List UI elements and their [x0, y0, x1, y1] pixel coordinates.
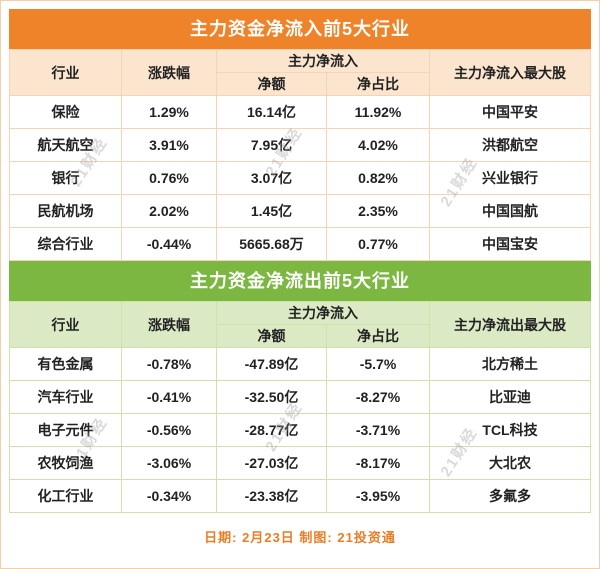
cell-net-ratio: -3.71%: [326, 413, 430, 447]
footer-caption: 日期: 2月23日 制图: 21投资通: [204, 529, 396, 545]
cell-net-ratio: 2.35%: [326, 194, 430, 228]
table-row: 综合行业 -0.44% 5665.68万 0.77% 中国宝安: [9, 227, 591, 261]
outflow-col-net-amount: 净额: [216, 324, 327, 348]
outflow-col-industry: 行业: [9, 301, 122, 348]
inflow-col-top-stock: 主力净流入最大股: [429, 49, 591, 96]
cell-change: -0.78%: [121, 347, 217, 381]
cell-top-stock: 中国平安: [429, 95, 591, 129]
cell-top-stock: 中国国航: [429, 194, 591, 228]
cell-net-ratio: 0.77%: [326, 227, 430, 261]
cell-change: -0.41%: [121, 380, 217, 414]
cell-change: -0.34%: [121, 479, 217, 513]
cell-change: -0.44%: [121, 227, 217, 261]
cell-net-amount: -27.03亿: [216, 446, 327, 480]
cell-top-stock: 大北农: [429, 446, 591, 480]
table-row: 化工行业 -0.34% -23.38亿 -3.95% 多氟多: [9, 479, 591, 513]
cell-net-ratio: 11.92%: [326, 95, 430, 129]
cell-net-ratio: -8.27%: [326, 380, 430, 414]
cell-top-stock: TCL科技: [429, 413, 591, 447]
cell-top-stock: 洪都航空: [429, 128, 591, 162]
outflow-title-bar: 主力资金净流出前5大行业: [9, 261, 591, 301]
cell-top-stock: 中国宝安: [429, 227, 591, 261]
inflow-table-header: 行业 涨跌幅 主力净流入 主力净流入最大股 净额 净占比: [9, 49, 591, 96]
outflow-table: 行业 涨跌幅 主力净流入 主力净流出最大股 净额 净占比 有色金属 -0.78%…: [9, 301, 591, 513]
cell-net-ratio: 4.02%: [326, 128, 430, 162]
table-row: 汽车行业 -0.41% -32.50亿 -8.27% 比亚迪: [9, 380, 591, 414]
cell-net-amount: 1.45亿: [216, 194, 327, 228]
cell-change: 2.02%: [121, 194, 217, 228]
cell-change: -3.06%: [121, 446, 217, 480]
outflow-title: 主力资金净流出前5大行业: [189, 271, 410, 291]
cell-industry: 综合行业: [9, 227, 122, 261]
inflow-col-group: 主力净流入: [216, 49, 430, 73]
outflow-col-change: 涨跌幅: [121, 301, 217, 348]
cell-change: -0.56%: [121, 413, 217, 447]
cell-top-stock: 比亚迪: [429, 380, 591, 414]
cell-net-amount: -28.77亿: [216, 413, 327, 447]
outflow-col-net-ratio: 净占比: [326, 324, 430, 348]
cell-industry: 航天航空: [9, 128, 122, 162]
inflow-col-change: 涨跌幅: [121, 49, 217, 96]
table-row: 有色金属 -0.78% -47.89亿 -5.7% 北方稀土: [9, 347, 591, 381]
table-row: 银行 0.76% 3.07亿 0.82% 兴业银行: [9, 161, 591, 195]
inflow-col-net-ratio: 净占比: [326, 72, 430, 96]
outflow-table-header: 行业 涨跌幅 主力净流入 主力净流出最大股 净额 净占比: [9, 301, 591, 348]
cell-net-amount: -32.50亿: [216, 380, 327, 414]
cell-net-amount: -47.89亿: [216, 347, 327, 381]
cell-industry: 电子元件: [9, 413, 122, 447]
cell-net-amount: 3.07亿: [216, 161, 327, 195]
cell-industry: 银行: [9, 161, 122, 195]
table-row: 民航机场 2.02% 1.45亿 2.35% 中国国航: [9, 194, 591, 228]
cell-net-amount: -23.38亿: [216, 479, 327, 513]
footer: 日期: 2月23日 制图: 21投资通: [9, 513, 591, 559]
cell-change: 1.29%: [121, 95, 217, 129]
outflow-col-top-stock: 主力净流出最大股: [429, 301, 591, 348]
cell-change: 0.76%: [121, 161, 217, 195]
cell-industry: 民航机场: [9, 194, 122, 228]
table-row: 电子元件 -0.56% -28.77亿 -3.71% TCL科技: [9, 413, 591, 447]
cell-net-ratio: -5.7%: [326, 347, 430, 381]
cell-net-amount: 16.14亿: [216, 95, 327, 129]
cell-net-ratio: -8.17%: [326, 446, 430, 480]
inflow-col-net-amount: 净额: [216, 72, 327, 96]
inflow-title: 主力资金净流入前5大行业: [189, 19, 410, 39]
cell-net-amount: 5665.68万: [216, 227, 327, 261]
cell-industry: 有色金属: [9, 347, 122, 381]
cell-industry: 农牧饲渔: [9, 446, 122, 480]
inflow-col-industry: 行业: [9, 49, 122, 96]
cell-net-ratio: 0.82%: [326, 161, 430, 195]
inflow-title-bar: 主力资金净流入前5大行业: [9, 9, 591, 49]
cell-change: 3.91%: [121, 128, 217, 162]
inflow-table: 行业 涨跌幅 主力净流入 主力净流入最大股 净额 净占比 保险 1.29% 16…: [9, 49, 591, 261]
outflow-col-group: 主力净流入: [216, 301, 430, 325]
table-row: 保险 1.29% 16.14亿 11.92% 中国平安: [9, 95, 591, 129]
cell-industry: 汽车行业: [9, 380, 122, 414]
cell-net-amount: 7.95亿: [216, 128, 327, 162]
table-row: 航天航空 3.91% 7.95亿 4.02% 洪都航空: [9, 128, 591, 162]
cell-industry: 保险: [9, 95, 122, 129]
cell-top-stock: 多氟多: [429, 479, 591, 513]
cell-industry: 化工行业: [9, 479, 122, 513]
cell-top-stock: 兴业银行: [429, 161, 591, 195]
cell-top-stock: 北方稀土: [429, 347, 591, 381]
cell-net-ratio: -3.95%: [326, 479, 430, 513]
table-row: 农牧饲渔 -3.06% -27.03亿 -8.17% 大北农: [9, 446, 591, 480]
